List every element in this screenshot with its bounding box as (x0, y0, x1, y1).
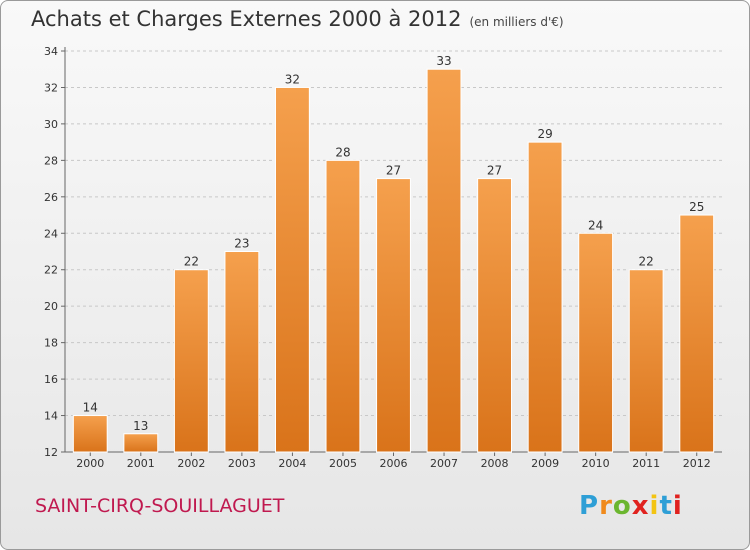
x-tick-label-2005: 2005 (329, 457, 357, 470)
value-label-2012: 25 (689, 200, 704, 214)
bar-2006 (376, 178, 411, 453)
bar-2011 (628, 269, 664, 453)
y-tick-label: 24 (44, 227, 58, 240)
y-tick-label: 20 (44, 300, 58, 313)
value-label-2008: 27 (487, 164, 502, 178)
x-tick-label-2001: 2001 (127, 457, 155, 470)
x-tick-label-2003: 2003 (228, 457, 256, 470)
value-label-2001: 13 (133, 419, 148, 433)
chart-subtitle: (en milliers d'€) (469, 15, 564, 29)
x-tick-label-2011: 2011 (632, 457, 660, 470)
bar-2009 (527, 141, 563, 453)
logo-letter: o (612, 491, 632, 521)
bar-2004 (274, 86, 310, 453)
x-tick-label-2000: 2000 (76, 457, 104, 470)
value-label-2003: 23 (234, 237, 249, 251)
x-tick-label-2009: 2009 (531, 457, 559, 470)
value-label-2007: 33 (436, 54, 451, 68)
y-tick-label: 14 (44, 410, 58, 423)
logo-letter: P (579, 491, 600, 521)
chart-title-text: Achats et Charges Externes 2000 à 2012 (31, 7, 462, 31)
value-label-2006: 27 (386, 164, 401, 178)
x-tick-label-2010: 2010 (582, 457, 610, 470)
y-tick-label: 22 (44, 264, 58, 277)
y-tick-label: 34 (44, 45, 58, 58)
y-tick-label: 26 (44, 191, 58, 204)
bar-2002 (173, 269, 209, 453)
y-tick-label: 28 (44, 154, 58, 167)
logo-letter: i (649, 491, 660, 521)
proxiti-logo: Proxiti (579, 491, 683, 521)
commune-name: SAINT-CIRQ-SOUILLAGUET (35, 495, 285, 517)
bar-2007 (426, 68, 462, 453)
y-tick-label: 18 (44, 337, 58, 350)
bar-2000 (72, 415, 108, 453)
bar-2005 (325, 159, 361, 453)
logo-letter: r (599, 491, 613, 521)
value-label-2005: 28 (335, 145, 350, 159)
value-label-2011: 22 (639, 255, 654, 269)
bar-2001 (123, 433, 159, 453)
bars (72, 68, 715, 453)
bar-2008 (477, 178, 513, 453)
logo-letter: t (659, 491, 673, 521)
logo-letter: i (672, 491, 683, 521)
y-tick-label: 12 (44, 446, 58, 459)
labels: 14 2000 13 2001 22 2002 23 2003 32 2004 28 2005 27 20… (76, 54, 710, 470)
value-label-2009: 29 (537, 127, 552, 141)
bar-2010 (578, 232, 614, 453)
chart-title: Achats et Charges Externes 2000 à 2012 (e… (31, 7, 564, 31)
logo-letter: x (631, 491, 650, 521)
value-label-2004: 32 (285, 72, 300, 86)
x-tick-label-2002: 2002 (177, 457, 205, 470)
bar-2003 (224, 251, 260, 453)
y-tick-label: 32 (44, 81, 58, 94)
x-tick-label-2012: 2012 (683, 457, 711, 470)
y-tick-label: 30 (44, 118, 58, 131)
x-tick-label-2006: 2006 (380, 457, 408, 470)
value-label-2010: 24 (588, 218, 603, 232)
value-label-2000: 14 (83, 401, 98, 415)
value-label-2002: 22 (184, 255, 199, 269)
y-tick-label: 16 (44, 373, 58, 386)
x-tick-label-2007: 2007 (430, 457, 458, 470)
x-tick-label-2008: 2008 (481, 457, 509, 470)
x-tick-label-2004: 2004 (278, 457, 306, 470)
bar-2012 (679, 214, 715, 453)
